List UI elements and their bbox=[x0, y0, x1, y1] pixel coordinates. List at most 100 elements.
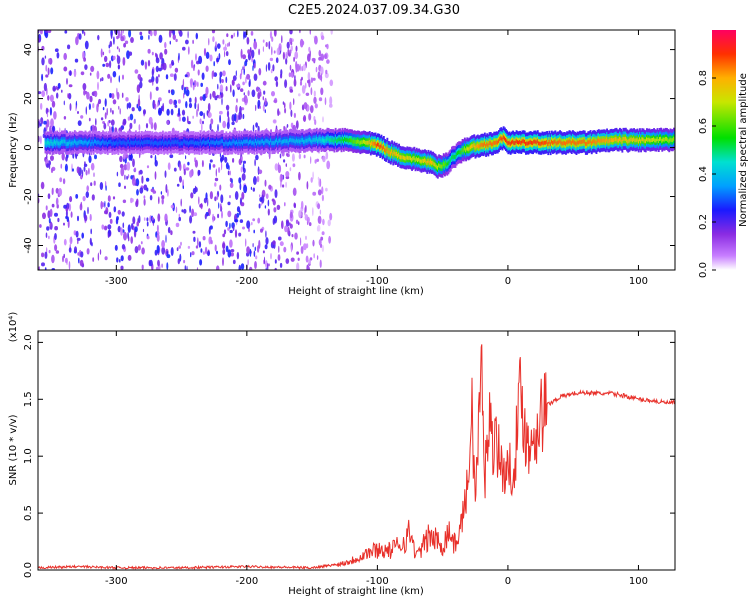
noise-speckle bbox=[88, 155, 92, 163]
noise-speckle bbox=[170, 204, 174, 209]
noise-speckle bbox=[134, 226, 138, 233]
ridge-cell bbox=[123, 140, 126, 145]
ridge-cell bbox=[197, 140, 200, 145]
noise-speckle bbox=[259, 91, 262, 97]
ridge-cell bbox=[258, 140, 261, 145]
noise-speckle bbox=[257, 92, 261, 100]
x-tick-label: -100 bbox=[366, 276, 389, 287]
noise-speckle bbox=[274, 267, 277, 270]
ridge-cell bbox=[273, 141, 276, 145]
ridge-cell bbox=[505, 138, 507, 142]
noise-speckle bbox=[44, 267, 47, 270]
ridge-cell bbox=[129, 142, 131, 146]
noise-speckle bbox=[208, 112, 212, 118]
noise-speckle bbox=[102, 51, 105, 56]
noise-speckle bbox=[47, 67, 50, 76]
noise-speckle bbox=[208, 226, 211, 235]
noise-speckle bbox=[45, 74, 49, 78]
ridge-cell bbox=[532, 141, 534, 146]
noise-speckle bbox=[161, 198, 164, 205]
snr-ticks: -300 -200 -100 0 100 0.0 0.5 1.0 1.5 2.0 bbox=[23, 331, 675, 587]
noise-speckle bbox=[39, 30, 43, 35]
ridge-cell bbox=[408, 155, 411, 160]
noise-speckle bbox=[297, 257, 300, 261]
snr-frame bbox=[37, 330, 676, 571]
noise-speckle bbox=[258, 203, 261, 209]
noise-speckle bbox=[80, 115, 84, 119]
ridge-cell bbox=[256, 141, 258, 146]
noise-speckle bbox=[245, 59, 248, 63]
noise-speckle bbox=[120, 36, 125, 42]
noise-speckle bbox=[310, 87, 313, 96]
noise-speckle bbox=[130, 236, 133, 244]
ridge-cell bbox=[656, 137, 659, 141]
ridge-cell bbox=[310, 138, 312, 143]
noise-speckle bbox=[207, 250, 210, 257]
ridge-cell bbox=[97, 140, 100, 144]
noise-speckle bbox=[164, 213, 168, 223]
noise-speckle bbox=[212, 36, 215, 43]
noise-speckle bbox=[154, 160, 158, 167]
ridge-cell bbox=[651, 138, 654, 142]
noise-speckle bbox=[183, 259, 186, 264]
noise-speckle bbox=[318, 97, 323, 102]
noise-speckle bbox=[104, 98, 107, 107]
ridge-cell bbox=[612, 138, 614, 143]
ridge-cell bbox=[480, 142, 483, 147]
ridge-cell bbox=[492, 142, 494, 147]
ridge-cell bbox=[358, 139, 361, 144]
noise-speckle bbox=[231, 121, 235, 126]
noise-speckle bbox=[175, 38, 178, 43]
ridge-cell bbox=[76, 141, 79, 146]
noise-speckle bbox=[312, 171, 314, 180]
noise-speckle bbox=[146, 221, 149, 227]
noise-speckle bbox=[193, 82, 195, 86]
noise-speckle bbox=[143, 109, 146, 115]
noise-speckle bbox=[193, 236, 196, 242]
spectrogram-heatmap bbox=[38, 30, 675, 270]
ridge-cell bbox=[163, 141, 166, 146]
noise-speckle bbox=[132, 158, 135, 168]
ridge-cell bbox=[328, 138, 331, 143]
ridge-cell bbox=[298, 138, 301, 143]
noise-speckle bbox=[67, 44, 71, 50]
ridge-cell bbox=[152, 142, 155, 146]
noise-speckle bbox=[75, 194, 79, 199]
noise-speckle bbox=[270, 253, 272, 260]
ridge-cell bbox=[444, 163, 446, 168]
noise-speckle bbox=[216, 265, 220, 270]
ridge-cell bbox=[246, 139, 249, 144]
ridge-cell bbox=[426, 160, 429, 165]
noise-speckle bbox=[269, 30, 273, 39]
noise-speckle bbox=[283, 159, 286, 163]
noise-speckle bbox=[264, 97, 267, 106]
noise-speckle bbox=[223, 229, 227, 235]
ridge-cell bbox=[647, 137, 650, 142]
noise-speckle bbox=[97, 101, 99, 108]
ridge-cell bbox=[84, 139, 87, 144]
ridge-cell bbox=[206, 140, 209, 144]
noise-speckle bbox=[283, 125, 286, 131]
noise-speckle bbox=[85, 191, 90, 199]
noise-speckle bbox=[216, 57, 220, 63]
ridge-cell bbox=[70, 142, 73, 146]
noise-speckle bbox=[149, 195, 153, 201]
noise-speckle bbox=[204, 246, 208, 255]
ridge-cell bbox=[180, 141, 183, 146]
noise-speckle bbox=[245, 238, 247, 247]
noise-speckle bbox=[100, 201, 103, 210]
x-tick-label: -100 bbox=[366, 576, 389, 587]
noise-speckle bbox=[218, 53, 221, 60]
noise-speckle bbox=[229, 222, 231, 229]
ridge-cell bbox=[280, 140, 283, 145]
noise-speckle bbox=[199, 203, 203, 208]
noise-speckle bbox=[181, 109, 186, 116]
noise-speckle bbox=[68, 247, 72, 253]
noise-speckle bbox=[317, 215, 322, 224]
noise-speckle bbox=[238, 158, 242, 165]
noise-speckle bbox=[53, 111, 57, 120]
ridge-cell bbox=[487, 143, 490, 148]
noise-speckle bbox=[209, 191, 213, 200]
noise-speckle bbox=[40, 102, 43, 110]
